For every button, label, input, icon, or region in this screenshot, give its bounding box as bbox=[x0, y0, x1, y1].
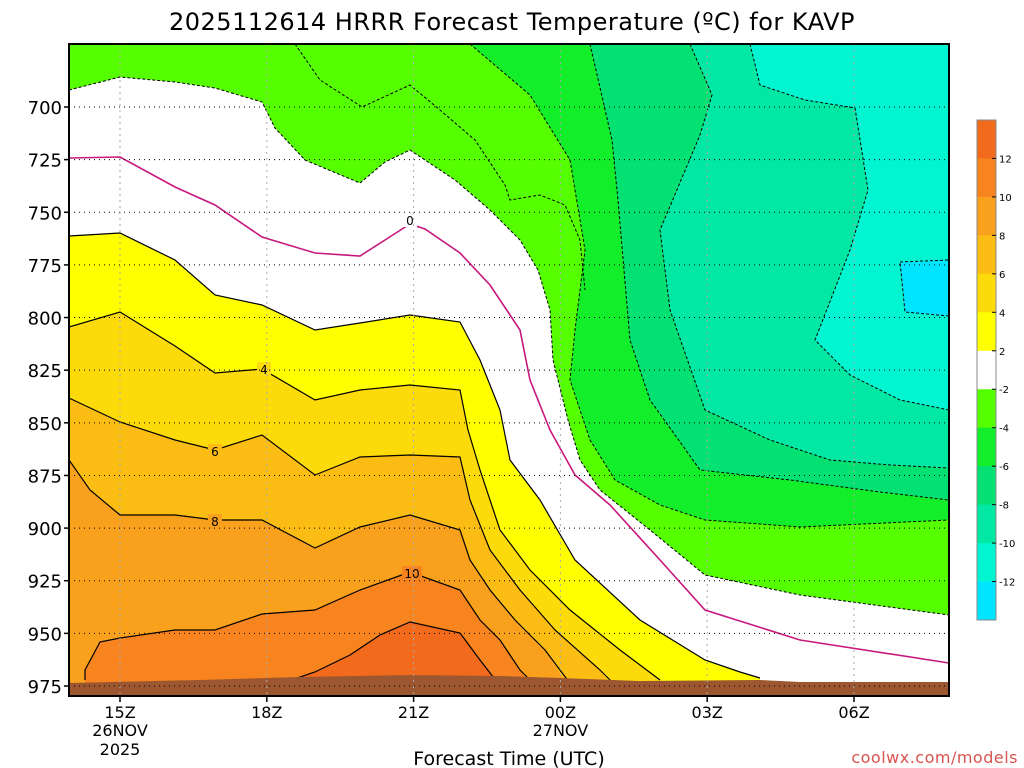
contour-4 bbox=[69, 311, 661, 681]
contour-2 bbox=[69, 232, 761, 679]
ytick-label-700: 700 bbox=[28, 98, 62, 119]
credit-text: coolwx.com/models bbox=[851, 748, 1018, 767]
chart-title: 2025112614 HRRR Forecast Temperature (ºC… bbox=[169, 8, 855, 36]
ytick-label-950: 950 bbox=[28, 624, 62, 645]
contour-minus-6 bbox=[589, 44, 949, 501]
colorbar-frame bbox=[976, 119, 997, 621]
ytick-label-725: 725 bbox=[28, 151, 62, 172]
ytick-label-800: 800 bbox=[28, 309, 62, 330]
colorbar-segment-11 bbox=[977, 543, 996, 583]
xtick-date-0: 26NOV bbox=[92, 721, 148, 740]
colorbar-label-11: -12 bbox=[999, 578, 1015, 589]
contour-12 bbox=[261, 621, 498, 691]
colorbar-label-10: -10 bbox=[999, 539, 1015, 550]
contour-minus-4 bbox=[469, 44, 949, 528]
colorbar: 12 10 8 6 4 2 -2 -4 -6 -8 -10 -12 bbox=[976, 119, 1015, 621]
colorbar-label-4: 4 bbox=[999, 308, 1005, 319]
contour-label-group: 0 4 6 8 10 bbox=[208, 213, 422, 581]
negative-contours bbox=[69, 44, 949, 616]
colorbar-segment-5 bbox=[977, 312, 996, 352]
colorbar-label-7: -4 bbox=[999, 424, 1009, 435]
xtick-label-3: 00Z bbox=[545, 703, 576, 722]
ytick-label-925: 925 bbox=[28, 572, 62, 593]
colorbar-label-3: 6 bbox=[999, 270, 1005, 281]
colorbar-segment-3 bbox=[977, 235, 996, 275]
colorbar-segment-1 bbox=[977, 158, 996, 198]
contour-10 bbox=[84, 571, 541, 691]
contour-6 bbox=[69, 397, 621, 691]
x-axis-label: Forecast Time (UTC) bbox=[413, 748, 604, 768]
contour-label-0: 0 bbox=[406, 214, 414, 228]
colorbar-label-5: 2 bbox=[999, 347, 1005, 358]
xtick-date-3: 27NOV bbox=[533, 721, 589, 740]
colorbar-label-8: -6 bbox=[999, 462, 1009, 473]
colorbar-segment-0 bbox=[977, 120, 996, 159]
colorbar-label-0: 12 bbox=[999, 154, 1012, 165]
plot-area: 0 4 6 8 10 bbox=[69, 44, 949, 696]
positive-contours bbox=[69, 232, 761, 691]
xtick-label-1: 18Z bbox=[251, 703, 282, 722]
horizontal-gridlines bbox=[69, 106, 949, 687]
xtick-label-5: 06Z bbox=[838, 703, 869, 722]
ytick-label-775: 775 bbox=[28, 256, 62, 277]
contour-minus-2 bbox=[69, 76, 949, 616]
band-cold-12 bbox=[900, 260, 949, 316]
colorbar-label-2: 8 bbox=[999, 231, 1005, 242]
ytick-label-750: 750 bbox=[28, 203, 62, 224]
colorbar-label-6: -2 bbox=[999, 385, 1009, 396]
ytick-label-875: 875 bbox=[28, 466, 62, 487]
ytick-label-900: 900 bbox=[28, 519, 62, 540]
colorbar-segment-12 bbox=[977, 581, 996, 621]
y-axis: 700 725 750 775 800 825 850 875 900 925 950 975 bbox=[28, 98, 69, 698]
colorbar-segment-7 bbox=[977, 389, 996, 429]
colorbar-segment-6 bbox=[977, 350, 996, 390]
xtick-label-4: 03Z bbox=[692, 703, 723, 722]
colorbar-segment-10 bbox=[977, 504, 996, 544]
contour-label-6: 6 bbox=[211, 445, 219, 459]
contour-minus-10 bbox=[749, 44, 949, 411]
contour-zero bbox=[69, 156, 949, 664]
colorbar-segment-2 bbox=[977, 196, 996, 236]
colorbar-label-1: 10 bbox=[999, 193, 1012, 204]
xtick-label-0: 15Z bbox=[104, 703, 135, 722]
vertical-gridlines bbox=[119, 44, 855, 696]
xtick-label-2: 21Z bbox=[398, 703, 429, 722]
colorbar-segment-8 bbox=[977, 427, 996, 467]
contour-minus-2-upper bbox=[294, 44, 586, 291]
ytick-label-975: 975 bbox=[28, 677, 62, 698]
contour-label-8: 8 bbox=[211, 515, 219, 529]
contour-minus-8 bbox=[659, 44, 949, 469]
colorbar-segment-4 bbox=[977, 273, 996, 313]
colorbar-label-9: -8 bbox=[999, 501, 1009, 512]
contour-minus-12 bbox=[899, 259, 949, 317]
xtick-year-0: 2025 bbox=[100, 740, 141, 759]
ytick-label-850: 850 bbox=[28, 414, 62, 435]
contour-label-10: 10 bbox=[404, 567, 419, 581]
ytick-label-825: 825 bbox=[28, 361, 62, 382]
contour-8 bbox=[69, 459, 576, 691]
colorbar-segment-9 bbox=[977, 466, 996, 506]
